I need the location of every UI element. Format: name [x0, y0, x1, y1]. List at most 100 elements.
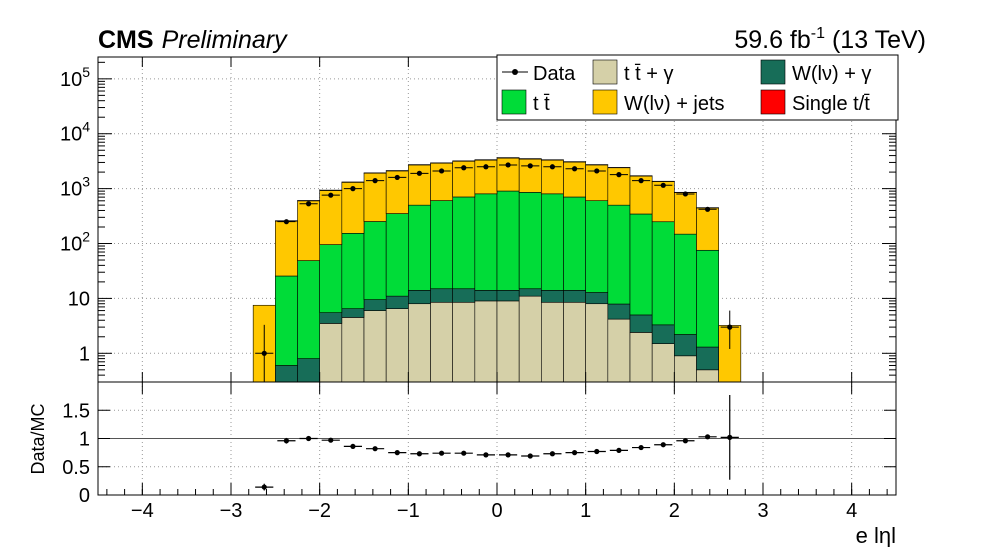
ratio-panel-axes: −4 −3 −2 −1 0 1 2 3 4 0 0.5 1 1.5	[62, 382, 896, 522]
top-y-tick-label: 10	[68, 288, 90, 310]
ratio-point	[461, 450, 467, 456]
data-points	[255, 162, 739, 382]
data-point	[372, 178, 378, 184]
histogram-bar-tt_gamma	[674, 355, 697, 383]
data-point	[305, 201, 312, 207]
legend-marker	[512, 69, 518, 75]
data-point	[704, 206, 711, 212]
ratio-point	[416, 451, 423, 457]
legend: Data t t̄ + γ W(lν) + γ t t̄ W(lν) + jets Sin…	[496, 54, 899, 121]
ratio-point	[571, 450, 578, 456]
histogram-bar-w_gamma	[363, 299, 387, 311]
histogram-bar-tt	[452, 196, 476, 290]
data-point	[616, 172, 622, 178]
histogram-bar-w_gamma	[518, 288, 542, 297]
data-point	[283, 219, 290, 225]
data-point	[483, 164, 489, 170]
histogram-bar-tt_gamma	[452, 301, 476, 383]
ratio-point	[394, 450, 400, 456]
ratio-y-axis-label: Data/MC	[28, 403, 48, 474]
ratio-panel-grid	[98, 382, 896, 495]
histogram-bar-tt	[385, 213, 409, 297]
histogram-bar-tt_gamma	[319, 323, 343, 383]
legend-label: t t̄	[533, 93, 550, 115]
x-tick-label: 3	[757, 500, 768, 522]
histogram-bar-w_gamma	[341, 308, 365, 318]
stacked-histogram	[252, 157, 742, 383]
top-y-tick-label: 103	[60, 174, 90, 201]
histogram-bar-tt_gamma	[696, 369, 719, 383]
histogram-bar-w_jets	[674, 192, 697, 235]
histogram-bar-tt_gamma	[651, 343, 675, 383]
data-point	[571, 166, 578, 172]
histogram-bar-tt	[629, 213, 653, 316]
ratio-point	[616, 447, 622, 453]
histogram-bar-tt_gamma	[408, 303, 431, 383]
data-point	[261, 350, 267, 356]
histogram-bar-w_gamma	[563, 290, 586, 303]
histogram-bar-tt	[607, 204, 631, 305]
legend-label: t t̄ + γ	[624, 63, 673, 85]
ratio-point	[527, 453, 533, 459]
histogram-bar-w_gamma	[385, 295, 409, 309]
legend-box	[496, 54, 899, 121]
data-point	[549, 164, 556, 170]
histogram-bar-tt	[319, 244, 343, 313]
ratio-point	[483, 452, 489, 458]
histogram-bar-tt_gamma	[341, 317, 365, 383]
legend-swatch	[501, 89, 527, 115]
histogram-bar-w_gamma	[496, 290, 520, 302]
ratio-point	[682, 438, 689, 444]
data-point	[682, 191, 689, 197]
histogram-bar-tt	[408, 204, 431, 291]
x-tick-label: −1	[397, 500, 420, 522]
histogram-bar-tt_gamma	[563, 301, 586, 383]
histogram-bar-tt	[541, 193, 564, 291]
histogram-bar-tt_gamma	[363, 310, 387, 383]
data-point	[328, 192, 334, 198]
ratio-point	[660, 442, 666, 448]
histogram-bar-tt	[674, 233, 697, 335]
histogram-bar-w_gamma	[452, 288, 476, 303]
data-point	[527, 163, 533, 169]
legend-label: W(lν) + γ	[792, 63, 871, 85]
histogram-bar-tt_gamma	[430, 301, 453, 383]
data-point	[505, 162, 511, 168]
legend-swatch	[592, 89, 618, 115]
legend-swatch	[760, 59, 786, 85]
x-tick-label: −3	[220, 500, 243, 522]
histogram-bar-w_gamma	[674, 334, 697, 357]
ratio-y-tick-label: 0	[79, 485, 90, 507]
ratio-point	[328, 437, 334, 443]
histogram-bar-w_gamma	[430, 288, 453, 303]
histogram-bar-tt	[651, 221, 675, 326]
legend-label: W(lν) + jets	[624, 93, 725, 115]
histogram-bar-tt	[297, 260, 320, 359]
top-y-tick-label: 105	[60, 64, 90, 91]
histogram-bar-tt_gamma	[385, 308, 409, 383]
ratio-point	[438, 450, 445, 456]
data-point	[638, 178, 644, 184]
histogram-bar-tt	[496, 190, 520, 291]
data-point	[594, 168, 600, 174]
histogram-bar-tt_gamma	[474, 300, 498, 383]
histogram-bar-tt	[696, 249, 719, 348]
histogram-bar-w_gamma	[629, 314, 653, 333]
data-point	[438, 168, 445, 174]
ratio-y-tick-label: 1.5	[62, 400, 90, 422]
x-tick-label: 0	[491, 500, 502, 522]
histogram-bar-w_jets	[275, 220, 298, 277]
ratio-point	[283, 438, 290, 444]
ratio-point	[305, 435, 312, 442]
histogram-bar-tt	[563, 196, 586, 291]
histogram-bar-tt_gamma	[585, 303, 609, 383]
histogram-bar-w_gamma	[474, 290, 498, 302]
ratio-y-tick-label: 0.5	[62, 457, 90, 479]
ratio-point	[372, 446, 378, 452]
histogram-bar-w_gamma	[275, 365, 298, 383]
x-tick-label: 4	[846, 500, 857, 522]
x-tick-label: −2	[308, 500, 331, 522]
histogram-bar-tt	[275, 275, 298, 366]
data-point	[727, 324, 733, 330]
